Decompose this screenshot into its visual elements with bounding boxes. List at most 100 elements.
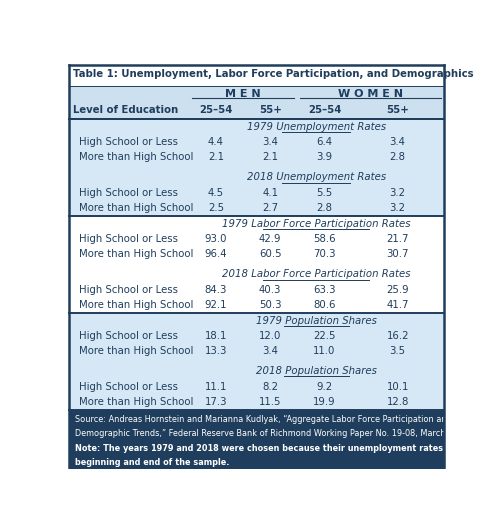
Text: 10.1: 10.1	[386, 382, 409, 392]
Text: M E N: M E N	[226, 89, 261, 99]
Bar	[68, 409, 444, 475]
Text: 11.1: 11.1	[205, 382, 227, 392]
Text: Level of Education: Level of Education	[74, 105, 178, 115]
Text: 84.3: 84.3	[205, 285, 227, 295]
Text: 70.3: 70.3	[313, 249, 336, 259]
Text: 3.9: 3.9	[316, 152, 332, 162]
Text: 2018 Unemployment Rates: 2018 Unemployment Rates	[247, 172, 386, 182]
Text: 4.5: 4.5	[208, 188, 224, 198]
Text: 50.3: 50.3	[259, 300, 281, 310]
Text: More than High School: More than High School	[79, 346, 193, 356]
Text: 11.5: 11.5	[259, 397, 281, 407]
Text: 18.1: 18.1	[205, 331, 227, 341]
Bar	[68, 344, 444, 359]
Text: More than High School: More than High School	[79, 203, 193, 213]
Text: 3.4: 3.4	[262, 346, 278, 356]
Text: 55+: 55+	[386, 105, 409, 115]
Bar	[68, 247, 444, 262]
Text: 4.1: 4.1	[262, 188, 278, 198]
Text: 16.2: 16.2	[386, 331, 409, 341]
Text: More than High School: More than High School	[79, 249, 193, 259]
Bar	[68, 262, 444, 266]
Text: 63.3: 63.3	[313, 285, 336, 295]
Text: 6.4: 6.4	[316, 138, 332, 148]
Text: 3.4: 3.4	[262, 138, 278, 148]
Text: 5.5: 5.5	[316, 188, 332, 198]
Text: 11.0: 11.0	[314, 346, 336, 356]
Text: 60.5: 60.5	[259, 249, 281, 259]
Text: 25.9: 25.9	[386, 285, 409, 295]
Bar	[68, 394, 444, 409]
Text: 41.7: 41.7	[386, 300, 409, 310]
Text: Source: Andreas Hornstein and Marianna Kudlyak, “Aggregate Labor Force Participa: Source: Andreas Hornstein and Marianna K…	[75, 415, 500, 424]
Text: 1979 Population Shares: 1979 Population Shares	[256, 316, 377, 326]
Text: 93.0: 93.0	[204, 235, 227, 245]
Bar	[68, 216, 444, 232]
Bar	[68, 297, 444, 313]
Text: Demographic Trends,” Federal Reserve Bank of Richmond Working Paper No. 19-08, M: Demographic Trends,” Federal Reserve Ban…	[75, 430, 471, 438]
Text: 2.8: 2.8	[316, 203, 332, 213]
Bar	[68, 363, 444, 379]
Bar	[68, 282, 444, 297]
Bar	[68, 169, 444, 186]
Text: 2018 Population Shares: 2018 Population Shares	[256, 366, 377, 376]
Text: 58.6: 58.6	[313, 235, 336, 245]
Text: 2.1: 2.1	[262, 152, 278, 162]
Text: More than High School: More than High School	[79, 300, 193, 310]
Text: 3.2: 3.2	[390, 188, 406, 198]
Text: 8.2: 8.2	[262, 382, 278, 392]
Text: 2.7: 2.7	[262, 203, 278, 213]
Text: 80.6: 80.6	[313, 300, 336, 310]
Bar	[68, 85, 444, 119]
Text: 3.5: 3.5	[390, 346, 406, 356]
Text: 55+: 55+	[259, 105, 281, 115]
Text: 25–54: 25–54	[308, 105, 341, 115]
Bar	[68, 119, 444, 135]
Text: beginning and end of the sample.: beginning and end of the sample.	[75, 458, 230, 467]
Text: High School or Less: High School or Less	[79, 382, 178, 392]
Text: High School or Less: High School or Less	[79, 235, 178, 245]
Text: Table 1: Unemployment, Labor Force Participation, and Demographics: Table 1: Unemployment, Labor Force Parti…	[74, 69, 474, 79]
Text: 2018 Labor Force Participation Rates: 2018 Labor Force Participation Rates	[222, 269, 410, 279]
Text: 2.8: 2.8	[390, 152, 406, 162]
Text: 3.4: 3.4	[390, 138, 406, 148]
Text: 2.1: 2.1	[208, 152, 224, 162]
Text: 96.4: 96.4	[204, 249, 228, 259]
Text: 1979 Unemployment Rates: 1979 Unemployment Rates	[247, 122, 386, 132]
Text: 25–54: 25–54	[200, 105, 232, 115]
Text: High School or Less: High School or Less	[79, 331, 178, 341]
Bar	[68, 65, 444, 85]
Text: 3.2: 3.2	[390, 203, 406, 213]
Bar	[68, 186, 444, 201]
Bar	[68, 165, 444, 169]
Bar	[68, 313, 444, 329]
Text: 21.7: 21.7	[386, 235, 409, 245]
Text: More than High School: More than High School	[79, 397, 193, 407]
Text: 12.8: 12.8	[386, 397, 409, 407]
Bar	[68, 266, 444, 282]
Text: 4.4: 4.4	[208, 138, 224, 148]
Bar	[68, 329, 444, 344]
Text: 92.1: 92.1	[204, 300, 227, 310]
Text: 9.2: 9.2	[316, 382, 332, 392]
Text: 17.3: 17.3	[204, 397, 227, 407]
Text: 19.9: 19.9	[313, 397, 336, 407]
Text: 13.3: 13.3	[205, 346, 227, 356]
Bar	[68, 379, 444, 394]
Text: 42.9: 42.9	[259, 235, 281, 245]
Text: Note: The years 1979 and 2018 were chosen because their unemployment rates are t: Note: The years 1979 and 2018 were chose…	[75, 444, 500, 453]
Bar	[68, 232, 444, 247]
Text: 30.7: 30.7	[386, 249, 409, 259]
Bar	[68, 150, 444, 165]
Text: W O M E N: W O M E N	[338, 89, 403, 99]
Text: High School or Less: High School or Less	[79, 138, 178, 148]
Bar	[68, 359, 444, 363]
Text: 40.3: 40.3	[259, 285, 281, 295]
Text: 2.5: 2.5	[208, 203, 224, 213]
Text: 1979 Labor Force Participation Rates: 1979 Labor Force Participation Rates	[222, 219, 410, 229]
Text: 22.5: 22.5	[313, 331, 336, 341]
Text: More than High School: More than High School	[79, 152, 193, 162]
Text: 12.0: 12.0	[259, 331, 281, 341]
Text: High School or Less: High School or Less	[79, 188, 178, 198]
Bar	[68, 135, 444, 150]
